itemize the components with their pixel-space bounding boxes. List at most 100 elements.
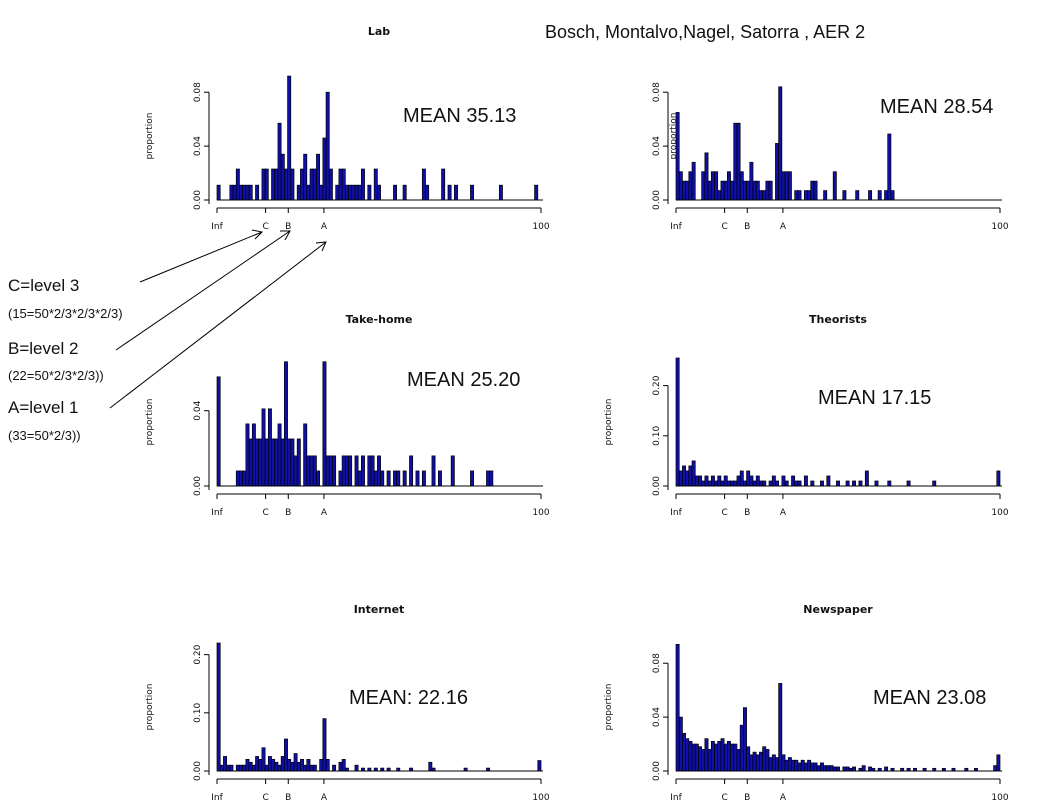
bar-4-5 — [235, 764, 240, 772]
bar-1-3 — [685, 180, 690, 201]
bar-5-21 — [743, 707, 747, 772]
bar-1-26 — [765, 180, 770, 201]
bar-5-48 — [829, 765, 834, 772]
bar-1-28 — [775, 143, 780, 201]
bar-4-15 — [267, 756, 272, 772]
bar-2-32 — [344, 455, 349, 487]
bar-0-17 — [290, 168, 295, 201]
x-tick-label-3-3: A — [780, 508, 787, 518]
bar-0-14 — [280, 153, 285, 201]
bar-0-24 — [316, 153, 321, 201]
bar-4-14 — [264, 764, 269, 772]
bar-0-6 — [245, 184, 250, 201]
bar-0-21 — [306, 184, 311, 201]
y-tick-label-5-0: 0.00 — [652, 761, 662, 781]
bar-3-18 — [733, 480, 738, 487]
bar-0-31 — [341, 168, 346, 201]
x-tick-label-0-3: A — [321, 222, 328, 232]
bar-0-39 — [373, 168, 378, 201]
x-tick-label-4-0: Inf — [211, 793, 223, 803]
bar-5-9 — [704, 738, 709, 772]
bar-0-11 — [271, 168, 276, 201]
bar-5-26 — [759, 751, 763, 772]
bar-2-2 — [239, 470, 244, 487]
histogram-panels: 0.00 0.04 0.08 Inf C B A 100 Lab proportion MEAN 3… — [145, 25, 1009, 803]
histogram-panel-1: 0.00 0.04 0.08 Inf C B A 100 proportion MEAN 28.5… — [652, 82, 1009, 232]
bar-3-7 — [698, 475, 703, 487]
arrow-a-line — [109, 241, 327, 409]
x-tick-label-5-1: C — [721, 793, 727, 803]
mean-label-1: MEAN 28.54 — [880, 96, 993, 118]
bar-5-30 — [771, 754, 776, 772]
bar-2-43 — [393, 470, 398, 487]
bar-3-42 — [852, 480, 857, 487]
y-tick-label-1-0: 0.00 — [652, 190, 662, 210]
bar-2-12 — [271, 438, 276, 487]
bar-4-8 — [245, 759, 250, 772]
bar-0-18 — [296, 184, 301, 201]
bar-0-5 — [242, 184, 247, 201]
bar-1-38 — [813, 180, 818, 201]
y-tick-label-3-0: 0.00 — [652, 476, 662, 496]
bar-3-49 — [996, 470, 1001, 487]
annotation-c-label: C=level 3 — [8, 276, 79, 295]
bar-2-36 — [361, 455, 365, 487]
bar-0-40 — [377, 184, 381, 201]
y-tick-label-4-1: 0.10 — [193, 703, 203, 723]
bar-0-48 — [470, 184, 474, 201]
bar-2-7 — [255, 438, 260, 487]
y-axis-label-5: proportion — [604, 684, 614, 731]
bar-2-29 — [332, 455, 337, 487]
x-tick-label-4-4: 100 — [532, 793, 549, 803]
bar-3-13 — [717, 475, 722, 487]
level-annotations: C=level 3 (15=50*2/3*2/3*2/3) B=level 2 … — [8, 229, 327, 443]
bar-1-25 — [762, 190, 767, 201]
bar-1-42 — [855, 190, 860, 201]
bar-2-14 — [277, 423, 282, 487]
bar-0-37 — [361, 168, 365, 201]
bar-2-37 — [367, 455, 372, 487]
bar-1-10 — [714, 171, 719, 201]
bar-0-41 — [393, 184, 398, 201]
bar-0-12 — [274, 168, 279, 201]
bar-3-25 — [755, 475, 760, 487]
bar-5-41 — [807, 759, 812, 772]
bar-2-45 — [402, 470, 407, 487]
bar-5-15 — [723, 743, 728, 772]
bar-1-33 — [794, 190, 799, 201]
chart-title-0: Lab — [368, 25, 390, 38]
bar-5-35 — [787, 757, 792, 772]
y-tick-label-1-1: 0.04 — [652, 136, 662, 156]
bar-5-18 — [733, 743, 738, 772]
bar-1-44 — [877, 190, 882, 201]
bar-4-35 — [341, 759, 346, 772]
bar-4-31 — [322, 718, 327, 772]
x-tick-label-5-4: 100 — [991, 793, 1008, 803]
bar-0-19 — [300, 168, 304, 201]
bar-5-8 — [701, 749, 706, 772]
bar-2-4 — [245, 423, 250, 487]
bar-4-6 — [239, 764, 244, 772]
bar-0-33 — [348, 184, 353, 201]
bar-3-41 — [845, 480, 850, 487]
bar-1-15 — [730, 180, 735, 201]
y-tick-label-2-1: 0.04 — [193, 400, 203, 420]
bar-2-38 — [370, 455, 375, 487]
bar-0-26 — [322, 137, 327, 201]
bar-0-29 — [335, 184, 340, 201]
bar-5-40 — [803, 762, 808, 772]
bar-2-24 — [312, 455, 317, 487]
histogram-panel-2: 0.00 0.04 Inf C B A 100 Take-home proportion MEAN… — [145, 313, 550, 518]
x-tick-label-0-1: C — [262, 222, 268, 232]
x-tick-label-1-0: Inf — [670, 222, 682, 232]
bar-0-46 — [447, 184, 452, 201]
bar-1-36 — [807, 190, 812, 201]
bar-5-37 — [794, 759, 799, 772]
chart-title-5: Newspaper — [803, 603, 873, 616]
bar-4-3 — [226, 764, 231, 772]
bar-1-46 — [887, 133, 892, 201]
bar-4-29 — [312, 764, 317, 772]
bar-1-30 — [781, 171, 786, 201]
bar-1-41 — [842, 190, 847, 201]
bar-2-27 — [325, 455, 330, 487]
